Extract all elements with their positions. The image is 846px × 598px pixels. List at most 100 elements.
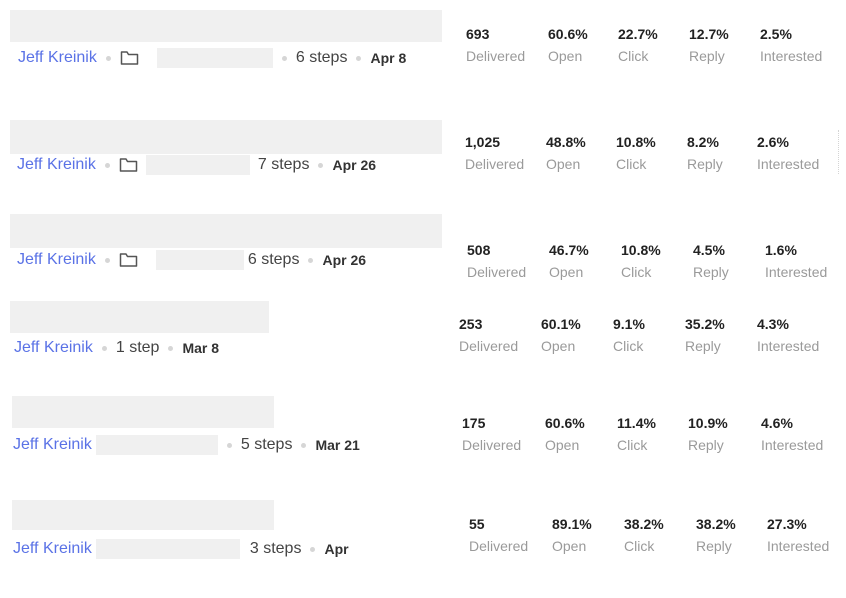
steps-count: 5 steps (240, 436, 293, 453)
stat-interested: 27.3% Interested (767, 516, 829, 554)
stat-value: 175 (462, 415, 486, 431)
stat-open: 46.7% Open (549, 242, 589, 280)
separator-dot (104, 162, 110, 168)
stat-open: 60.6% Open (548, 26, 588, 64)
separator-dot (308, 257, 314, 263)
sequence-row[interactable]: Jeff Kreinik 7 steps Apr 26 1,025 Delive… (0, 108, 846, 208)
redacted-folder-name (155, 250, 244, 270)
stat-value: 8.2% (687, 134, 719, 150)
created-date: Apr 8 (370, 50, 407, 66)
stat-delivered: 55 Delivered (469, 516, 528, 554)
stat-label: Open (545, 437, 580, 453)
redacted-folder-name (95, 435, 218, 455)
stat-label: Reply (693, 264, 729, 280)
stat-label: Delivered (467, 264, 527, 280)
stat-click: 9.1% Click (613, 316, 645, 354)
stat-click: 38.2% Click (624, 516, 664, 554)
stat-label: Click (616, 156, 647, 172)
stat-reply: 8.2% Reply (687, 134, 723, 172)
stat-interested: 4.3% Interested (757, 316, 819, 354)
stat-label: Interested (757, 338, 820, 354)
stat-label: Open (541, 338, 576, 354)
stat-label: Open (546, 156, 581, 172)
stat-value: 2.6% (757, 134, 789, 150)
stat-value: 35.2% (685, 316, 725, 332)
redacted-folder-name (145, 155, 250, 175)
stat-label: Delivered (459, 338, 519, 354)
sequence-row[interactable]: Jeff Kreinik 3 steps Apr 55 Delivered 89… (0, 498, 846, 598)
owner-link[interactable]: Jeff Kreinik (14, 339, 93, 356)
stat-value: 693 (466, 26, 490, 42)
created-date: Mar 8 (182, 340, 220, 356)
steps-count: 7 steps (257, 156, 310, 173)
steps-count: 6 steps (295, 49, 348, 66)
stat-value: 89.1% (552, 516, 592, 532)
stat-label: Interested (761, 437, 824, 453)
owner-link[interactable]: Jeff Kreinik (17, 156, 96, 173)
separator-dot (168, 345, 174, 351)
owner-link[interactable]: Jeff Kreinik (13, 436, 92, 453)
stat-value: 4.5% (693, 242, 725, 258)
redacted-sequence-name (10, 301, 269, 333)
separator-dot (104, 257, 110, 263)
sequence-row[interactable]: Jeff Kreinik 6 steps Apr 26 508 Delivere… (0, 212, 846, 312)
stat-value: 55 (469, 516, 485, 532)
stat-value: 38.2% (624, 516, 664, 532)
redacted-sequence-name (10, 214, 442, 248)
owner-link[interactable]: Jeff Kreinik (13, 540, 92, 557)
separator-dot (301, 442, 307, 448)
owner-link[interactable]: Jeff Kreinik (17, 251, 96, 268)
stat-value: 60.6% (548, 26, 588, 42)
separator-dot (105, 55, 111, 61)
redacted-folder-name (95, 539, 240, 559)
folder-icon[interactable] (120, 50, 139, 66)
stat-interested: 1.6% Interested (765, 242, 827, 280)
stat-value: 48.8% (546, 134, 586, 150)
separator-dot (310, 546, 316, 552)
redacted-sequence-name (12, 396, 274, 428)
stat-label: Reply (685, 338, 721, 354)
stat-label: Interested (767, 538, 830, 554)
stat-click: 10.8% Click (616, 134, 656, 172)
redacted-sequence-name (10, 10, 442, 42)
steps-count: 1 step (115, 339, 160, 356)
stat-label: Open (552, 538, 587, 554)
sequence-row[interactable]: Jeff Kreinik 5 steps Mar 21 175 Delivere… (0, 396, 846, 496)
created-date: Apr 26 (322, 252, 367, 268)
stat-value: 12.7% (689, 26, 729, 42)
sequence-row[interactable]: Jeff Kreinik 1 step Mar 8 253 Delivered … (0, 299, 846, 399)
stat-value: 60.6% (545, 415, 585, 431)
stat-label: Click (618, 48, 649, 64)
stat-label: Interested (760, 48, 823, 64)
stat-value: 10.8% (616, 134, 656, 150)
stat-interested: 2.6% Interested (757, 134, 819, 172)
folder-icon[interactable] (119, 252, 138, 268)
stat-open: 48.8% Open (546, 134, 586, 172)
stat-delivered: 693 Delivered (466, 26, 525, 64)
owner-link[interactable]: Jeff Kreinik (18, 49, 97, 66)
stat-value: 4.6% (761, 415, 793, 431)
created-date: Apr (324, 541, 349, 557)
stat-label: Interested (765, 264, 828, 280)
separator-dot (226, 442, 232, 448)
stat-value: 60.1% (541, 316, 581, 332)
stat-value: 508 (467, 242, 491, 258)
folder-icon[interactable] (119, 157, 138, 173)
stat-value: 38.2% (696, 516, 736, 532)
stat-value: 1.6% (765, 242, 797, 258)
stat-interested: 2.5% Interested (760, 26, 822, 64)
sequence-row[interactable]: Jeff Kreinik 6 steps Apr 8 693 Delivered… (0, 0, 846, 100)
stat-click: 22.7% Click (618, 26, 658, 64)
stat-delivered: 175 Delivered (462, 415, 521, 453)
redacted-folder-name (156, 48, 273, 68)
stat-value: 11.4% (617, 415, 656, 431)
separator-dot (281, 55, 287, 61)
stat-value: 10.9% (688, 415, 728, 431)
stat-value: 2.5% (760, 26, 792, 42)
stat-label: Delivered (466, 48, 526, 64)
stat-value: 1,025 (465, 134, 501, 150)
stat-open: 60.6% Open (545, 415, 585, 453)
stat-delivered: 508 Delivered (467, 242, 526, 280)
redacted-sequence-name (10, 120, 442, 154)
separator-dot (101, 345, 107, 351)
